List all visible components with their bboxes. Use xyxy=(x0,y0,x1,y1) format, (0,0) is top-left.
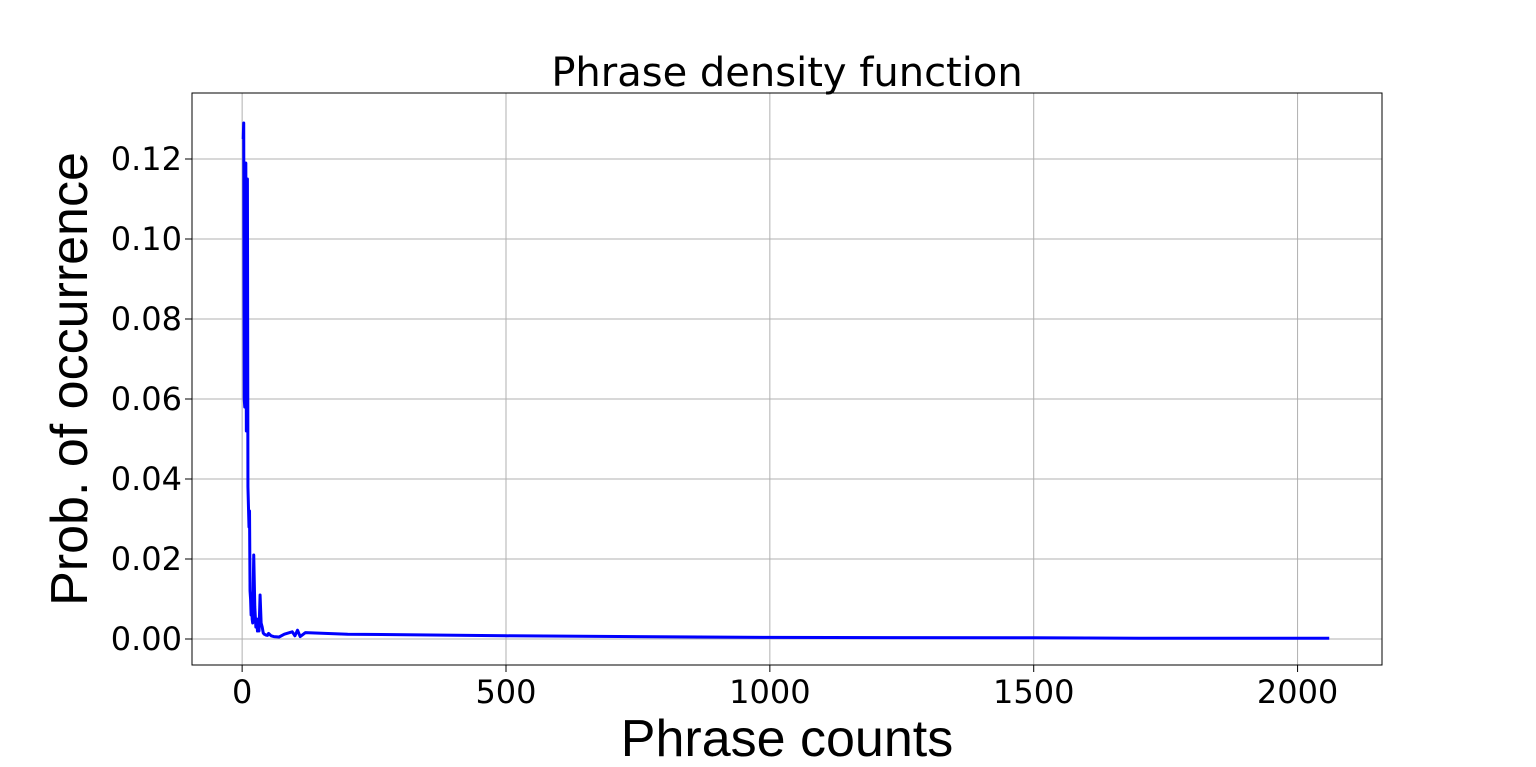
y-tick-label: 0.00 xyxy=(111,620,182,658)
y-tick-label: 0.12 xyxy=(111,140,182,178)
plot-area xyxy=(241,121,1330,640)
y-tick-label: 0.10 xyxy=(111,220,182,258)
x-tick-label: 0 xyxy=(232,673,252,711)
x-tick-label: 1500 xyxy=(993,673,1074,711)
x-axis-label: Phrase counts xyxy=(621,710,953,767)
y-tick-label: 0.04 xyxy=(111,460,182,498)
series-line xyxy=(241,121,1330,640)
y-tick-label: 0.08 xyxy=(111,300,182,338)
y-axis-ticks: 0.00 0.02 0.04 0.06 0.08 0.10 0.12 xyxy=(111,140,192,658)
chart-title: Phrase density function xyxy=(551,50,1022,96)
x-tick-label: 1000 xyxy=(729,673,810,711)
y-tick-label: 0.06 xyxy=(111,380,182,418)
axes-frame xyxy=(191,92,1383,666)
x-axis-ticks: 0 500 1000 1500 2000 xyxy=(232,665,1338,711)
y-axis-label: Prob. of occurrence xyxy=(41,152,99,606)
x-tick-label: 2000 xyxy=(1257,673,1338,711)
y-tick-label: 0.02 xyxy=(111,540,182,578)
grid xyxy=(192,93,1382,665)
x-tick-label: 500 xyxy=(475,673,536,711)
